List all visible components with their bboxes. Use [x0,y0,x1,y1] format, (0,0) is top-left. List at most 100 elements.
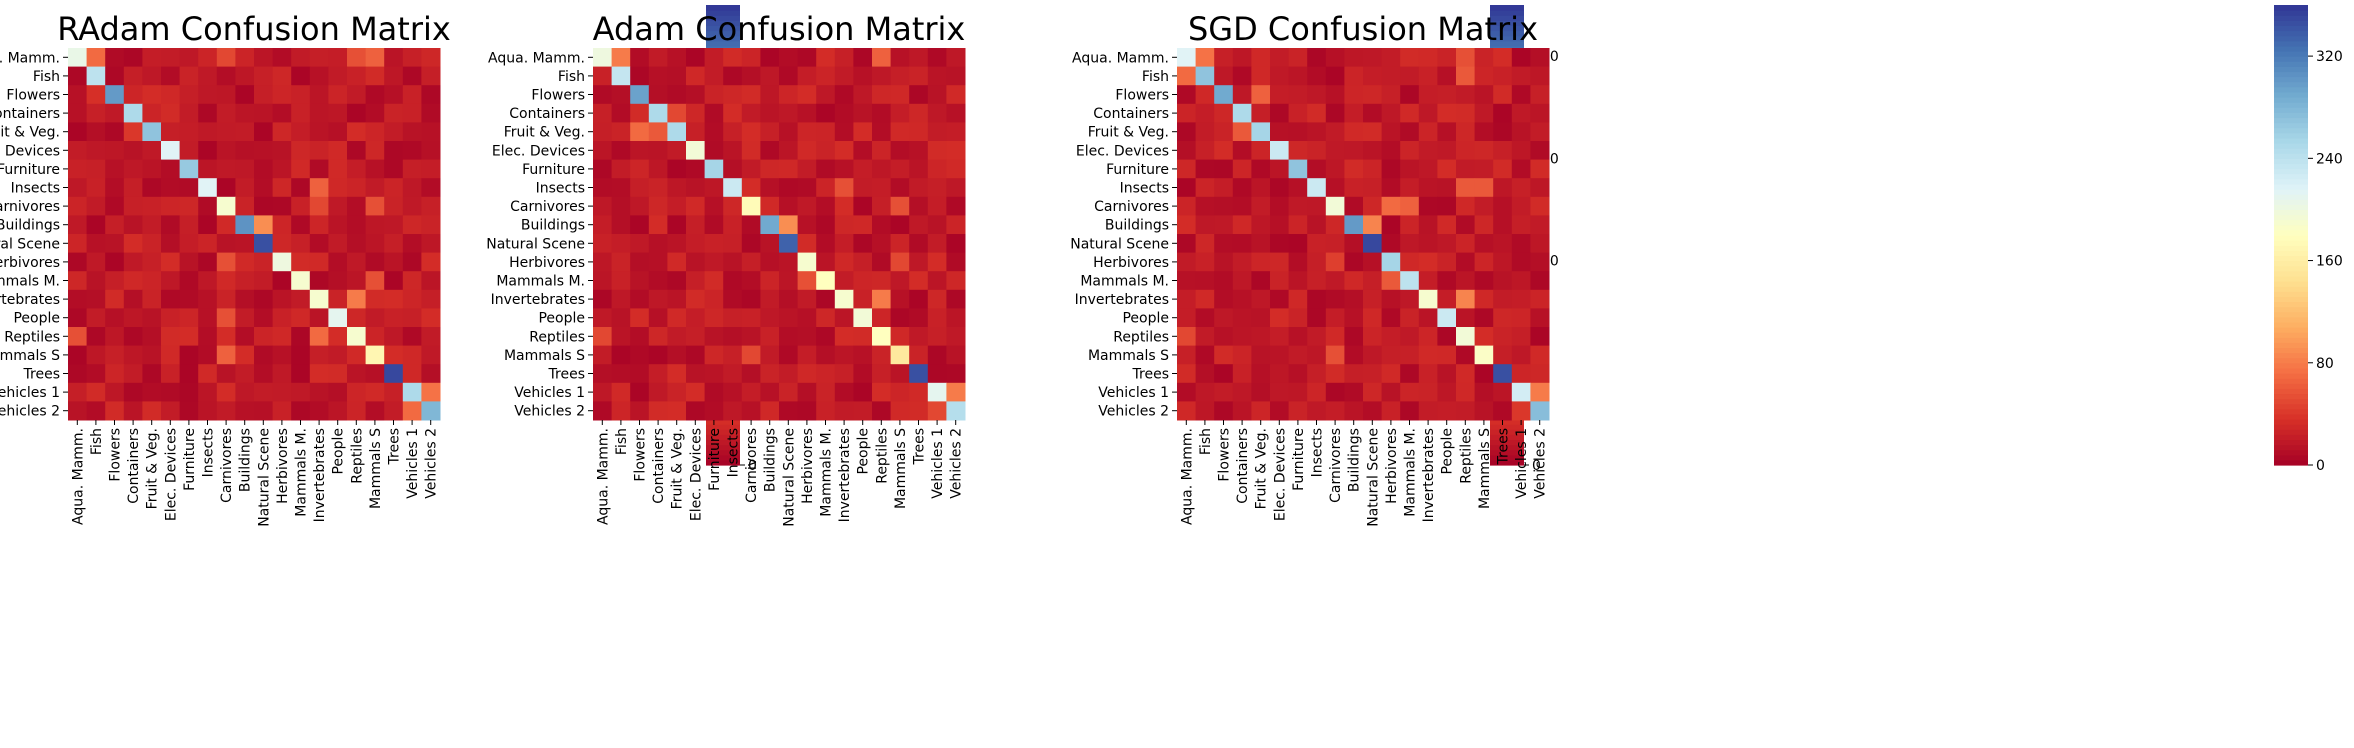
heatmap-cell [890,196,910,216]
heatmap-cell [179,345,199,365]
heatmap-cell [179,85,199,105]
heatmap-cell [1456,85,1476,105]
heatmap-cell [723,196,743,216]
heatmap-cell [142,66,162,86]
heatmap-cell [1195,252,1215,272]
colorbar-segment [1490,20,1524,27]
heatmap-cell [123,327,143,347]
heatmap-cell [704,234,724,254]
heatmap-cell [927,271,947,291]
heatmap-cell [1195,196,1215,216]
heatmap-cell [421,122,441,142]
heatmap-cell [235,327,255,347]
heatmap-cell [216,215,236,235]
heatmap-cell [254,159,274,179]
heatmap-cell [909,48,929,68]
heatmap-cell [611,66,631,86]
heatmap-cell [1400,271,1420,291]
heatmap-cell [946,252,966,272]
heatmap-cell [872,159,892,179]
heatmap-cell [68,345,88,365]
heatmap-cell [1288,122,1308,142]
xtick-label: Mammals S [368,428,384,509]
heatmap-cell [630,401,650,421]
heatmap-cell [254,66,274,86]
xtick-label: Vehicles 1 [930,428,946,499]
heatmap-cell [1511,364,1531,384]
xtick-label: Trees [1496,428,1512,465]
heatmap-cell [1307,234,1327,254]
heatmap-cell [142,196,162,216]
heatmap-cell [1195,66,1215,86]
heatmap-cell [1381,401,1401,421]
heatmap-cell [328,271,348,291]
ytick-label: Fish [33,69,60,85]
heatmap-cell [105,401,125,421]
heatmap-cell [1456,103,1476,123]
heatmap-cell [309,289,329,309]
heatmap-cell [123,66,143,86]
ytick-label: Mammals S [504,348,585,364]
heatmap-cell [1456,327,1476,347]
heatmap-cell [797,289,817,309]
heatmap-cell [1270,345,1290,365]
heatmap-cell [1474,345,1494,365]
heatmap-cell [1177,382,1197,402]
heatmap-cell [328,252,348,272]
xtick-label: Fish [89,428,105,455]
heatmap-cell [853,85,873,105]
heatmap-cell [1307,159,1327,179]
heatmap-cell [593,122,613,142]
heatmap-cell [1195,122,1215,142]
heatmap-cell [872,271,892,291]
colorbar-segment [2274,76,2308,83]
heatmap-cell [309,401,329,421]
heatmap-cell [1214,215,1234,235]
heatmap-cell [1381,178,1401,198]
heatmap-cell [667,122,687,142]
heatmap-cell [68,234,88,254]
heatmap-cell [347,178,367,198]
heatmap-cell [272,48,292,68]
colorbar-segment [2274,296,2308,303]
heatmap-cell [630,159,650,179]
heatmap-cell [1325,327,1345,347]
heatmap-cell [123,178,143,198]
heatmap-cell [946,141,966,161]
heatmap-cell [1493,196,1513,216]
heatmap-cell [1195,141,1215,161]
heatmap-cell [365,364,385,384]
heatmap-cell [1400,364,1420,384]
ytick-label: People [1122,311,1169,327]
heatmap-cell [853,234,873,254]
heatmap-cell [1251,401,1271,421]
heatmap-cell [402,141,422,161]
xtick-label: Vehicles 1 [405,428,421,499]
heatmap-cell [760,382,780,402]
heatmap-cell [235,401,255,421]
xtick-label: Flowers [1217,428,1233,482]
heatmap-cell [272,327,292,347]
heatmap-cell [1493,401,1513,421]
heatmap-cell [686,289,706,309]
heatmap-cell [1214,252,1234,272]
heatmap-cell [402,345,422,365]
heatmap-cell [384,85,404,105]
heatmap-cell [86,196,106,216]
heatmap-cell [86,85,106,105]
heatmap-cell [365,159,385,179]
colorbar-segment [2274,143,2308,149]
xtick-label: Containers [1235,428,1251,504]
heatmap-cell [328,85,348,105]
heatmap-cell [648,345,668,365]
heatmap-cell [1493,252,1513,272]
heatmap-cell [123,289,143,309]
heatmap-cell [328,66,348,86]
heatmap-cell [1232,178,1252,198]
heatmap-cell [1474,234,1494,254]
heatmap-cell [648,271,668,291]
heatmap-cell [68,215,88,235]
heatmap-cell [890,141,910,161]
heatmap-cell [890,327,910,347]
heatmap-cell [272,141,292,161]
